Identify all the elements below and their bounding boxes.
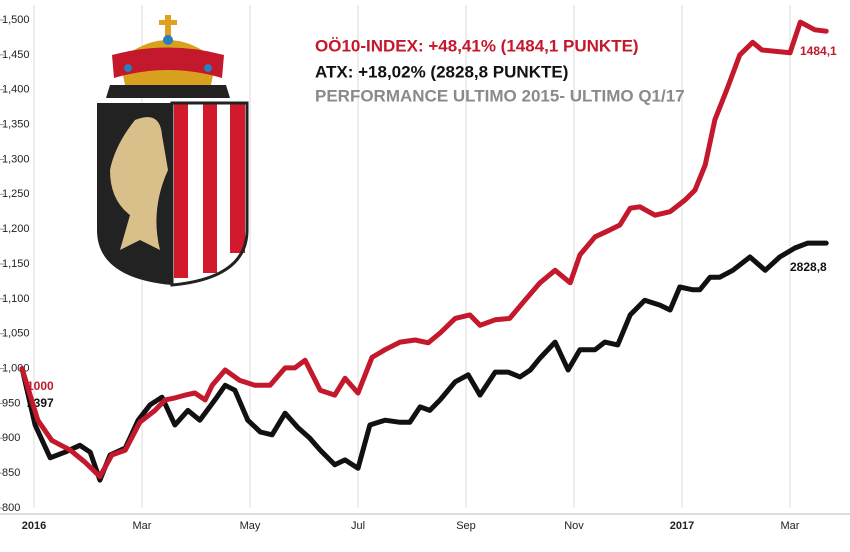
y-tick-label: 1,500	[2, 14, 30, 26]
y-tick-label: 950	[2, 397, 20, 409]
y-tick-label: 900	[2, 432, 20, 444]
line-series	[19, 240, 829, 483]
coat-of-arms	[97, 15, 249, 287]
y-tick-label: 1,150	[2, 258, 30, 270]
chart-title: OÖ10-INDEX: +48,41% (1484,1 PUNKTE)	[315, 36, 639, 55]
y-tick-label: 1,350	[2, 118, 30, 130]
y-tick-label: 1,250	[2, 188, 30, 200]
y-tick-label: 1,200	[2, 223, 30, 235]
x-tick-label: Mar	[781, 520, 800, 532]
x-tick-label: Jul	[351, 520, 365, 532]
x-tick-label: Nov	[564, 520, 584, 532]
x-tick-label: May	[240, 520, 261, 532]
y-tick-label: 1,450	[2, 49, 30, 61]
x-tick-label: Sep	[456, 520, 476, 532]
x-tick-label: Mar	[133, 520, 152, 532]
chart-caption: PERFORMANCE ULTIMO 2015- ULTIMO Q1/17	[315, 86, 685, 105]
y-tick-label: 1,300	[2, 153, 30, 165]
y-tick-label: 800	[2, 502, 20, 514]
y-tick-label: 1,100	[2, 293, 30, 305]
annotation: 2828,8	[790, 260, 827, 274]
x-tick-label: 2016	[22, 520, 46, 532]
annotation: 1000	[27, 379, 54, 393]
x-tick-label: 2017	[670, 520, 694, 532]
chart-subtitle: ATX: +18,02% (2828,8 PUNKTE)	[315, 62, 568, 81]
line-series	[19, 19, 829, 480]
annotation: 1484,1	[800, 44, 837, 58]
y-tick-label: 1,400	[2, 84, 30, 96]
y-tick-label: 850	[2, 467, 20, 479]
y-tick-label: 1,050	[2, 328, 30, 340]
